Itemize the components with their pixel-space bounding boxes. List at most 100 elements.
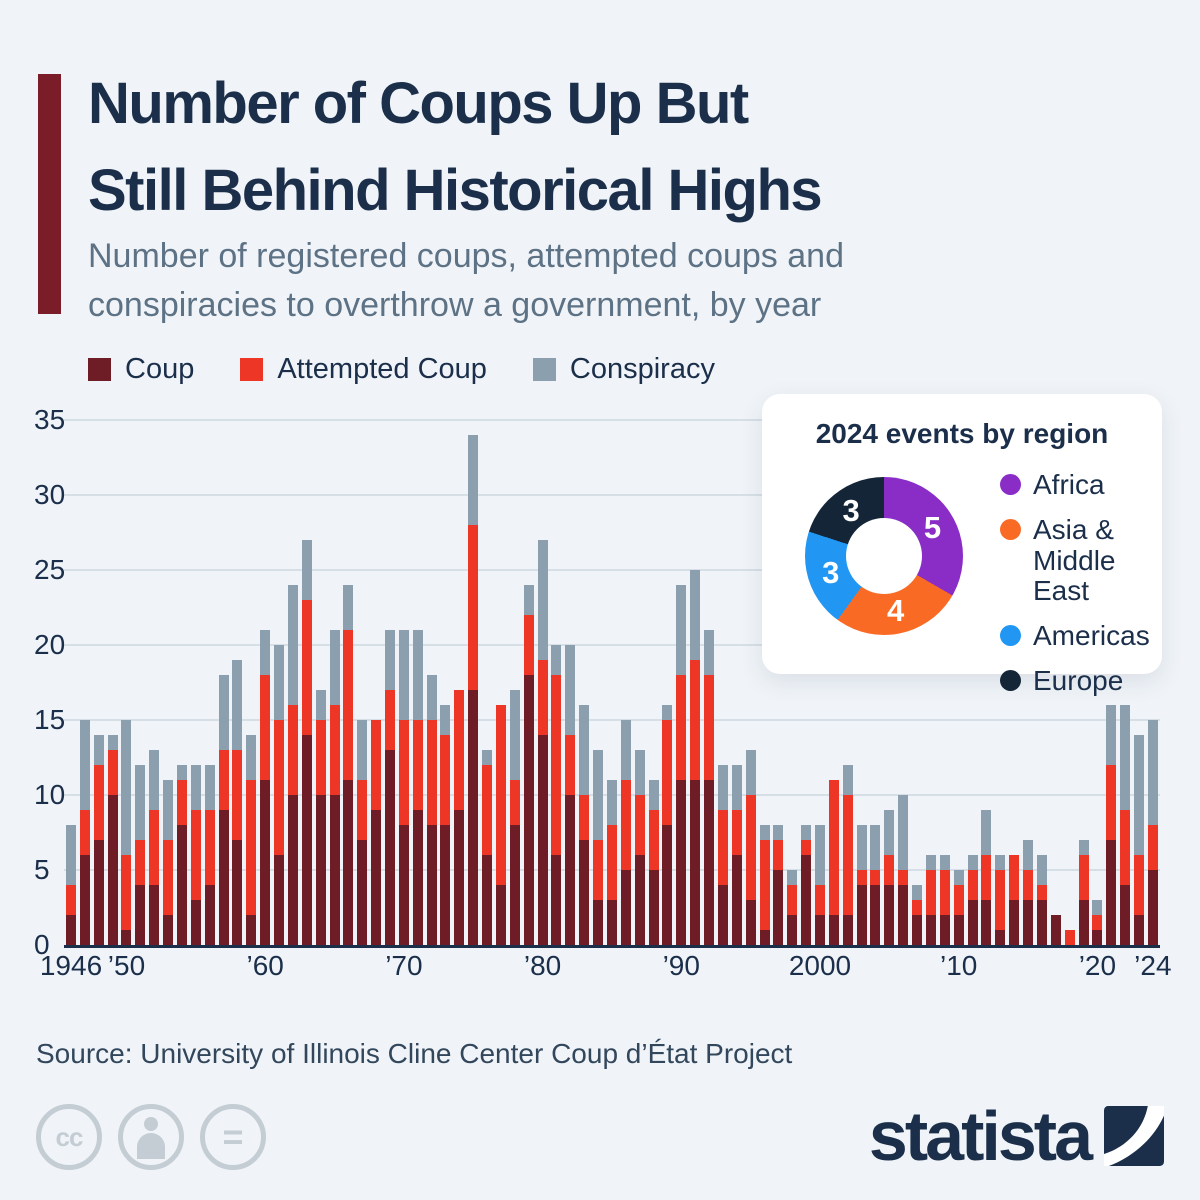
bar-1990 bbox=[676, 420, 687, 945]
bar-1988 bbox=[648, 420, 659, 945]
segment-attempted-coup bbox=[606, 825, 617, 900]
segment-conspiracy bbox=[509, 690, 520, 780]
legend-item-conspiracy: Conspiracy bbox=[532, 353, 715, 386]
segment-coup bbox=[898, 885, 909, 945]
segment-coup bbox=[856, 885, 867, 945]
segment-attempted-coup bbox=[79, 810, 90, 855]
segment-conspiracy bbox=[717, 765, 728, 810]
segment-coup bbox=[163, 915, 174, 945]
segment-coup bbox=[426, 825, 437, 945]
x-axis-label-1980: ’80 bbox=[523, 950, 562, 981]
segment-conspiracy bbox=[898, 795, 909, 870]
bar-1979 bbox=[523, 420, 534, 945]
segment-coup bbox=[218, 810, 229, 945]
segment-attempted-coup bbox=[995, 870, 1006, 930]
segment-attempted-coup bbox=[163, 840, 174, 915]
segment-coup bbox=[135, 885, 146, 945]
segment-conspiracy bbox=[329, 630, 340, 705]
segment-attempted-coup bbox=[121, 855, 132, 930]
segment-coup bbox=[676, 780, 687, 945]
bar-1999 bbox=[801, 420, 812, 945]
bar-2002 bbox=[842, 420, 853, 945]
segment-conspiracy bbox=[1120, 705, 1131, 810]
y-axis-label-10: 10 bbox=[34, 779, 66, 810]
segment-attempted-coup bbox=[551, 675, 562, 855]
bar-2009 bbox=[939, 420, 950, 945]
donut-legend-label: Americas bbox=[1033, 620, 1150, 652]
bar-2020 bbox=[1092, 420, 1103, 945]
segment-attempted-coup bbox=[912, 900, 923, 915]
segment-conspiracy bbox=[912, 885, 923, 900]
segment-coup bbox=[204, 885, 215, 945]
segment-conspiracy bbox=[357, 720, 368, 780]
segment-coup bbox=[260, 780, 271, 945]
segment-coup bbox=[495, 885, 506, 945]
segment-coup bbox=[1023, 900, 1034, 945]
segment-coup bbox=[329, 795, 340, 945]
y-axis-label-30: 30 bbox=[34, 479, 66, 510]
segment-attempted-coup bbox=[246, 780, 257, 915]
donut-value-europe: 3 bbox=[842, 492, 860, 528]
donut-value-africa: 5 bbox=[923, 510, 942, 545]
creative-commons-icons: cc = bbox=[36, 1104, 266, 1170]
segment-conspiracy bbox=[842, 765, 853, 795]
segment-conspiracy bbox=[412, 630, 423, 720]
legend-label: Coup bbox=[125, 353, 195, 385]
bar-2005 bbox=[884, 420, 895, 945]
segment-attempted-coup bbox=[787, 885, 798, 915]
segment-conspiracy bbox=[759, 825, 770, 840]
donut-legend-label: Asia & Middle East bbox=[1033, 513, 1116, 607]
segment-conspiracy bbox=[662, 705, 673, 720]
segment-conspiracy bbox=[176, 765, 187, 780]
x-axis-label-1946: 1946 bbox=[39, 950, 103, 981]
segment-conspiracy bbox=[773, 825, 784, 840]
bar-2006 bbox=[898, 420, 909, 945]
segment-coup bbox=[995, 930, 1006, 945]
segment-attempted-coup bbox=[232, 750, 243, 840]
segment-conspiracy bbox=[218, 675, 229, 750]
bar-1994 bbox=[731, 420, 742, 945]
x-axis-label-1990: ’90 bbox=[662, 950, 700, 981]
segment-attempted-coup bbox=[495, 705, 506, 885]
segment-coup bbox=[606, 900, 617, 945]
bar-1997 bbox=[773, 420, 784, 945]
segment-attempted-coup bbox=[329, 705, 340, 795]
gridline-15 bbox=[64, 719, 1160, 721]
segment-coup bbox=[398, 825, 409, 945]
segment-attempted-coup bbox=[870, 870, 881, 885]
x-axis-line bbox=[64, 945, 1160, 948]
segment-coup bbox=[287, 795, 298, 945]
segment-conspiracy bbox=[676, 585, 687, 675]
segment-conspiracy bbox=[163, 780, 174, 840]
segment-conspiracy bbox=[468, 435, 479, 525]
segment-attempted-coup bbox=[620, 780, 631, 870]
segment-attempted-coup bbox=[107, 750, 118, 795]
bar-2016 bbox=[1036, 420, 1047, 945]
bar-1977 bbox=[495, 420, 506, 945]
segment-attempted-coup bbox=[412, 720, 423, 810]
bar-1963 bbox=[301, 420, 312, 945]
gridline-30 bbox=[64, 494, 1160, 496]
legend-item-attempted-coup: Attempted Coup bbox=[240, 353, 487, 386]
bar-1981 bbox=[551, 420, 562, 945]
segment-attempted-coup bbox=[842, 795, 853, 915]
segment-conspiracy bbox=[149, 750, 160, 810]
segment-coup bbox=[745, 900, 756, 945]
gridline-35 bbox=[64, 419, 1160, 421]
bar-2018 bbox=[1064, 420, 1075, 945]
legend-swatch bbox=[240, 358, 264, 381]
bar-1998 bbox=[787, 420, 798, 945]
segment-attempted-coup bbox=[759, 840, 770, 930]
segment-conspiracy bbox=[814, 825, 825, 885]
bar-1965 bbox=[329, 420, 340, 945]
segment-coup bbox=[967, 900, 978, 945]
y-axis-label-20: 20 bbox=[34, 629, 66, 660]
segment-conspiracy bbox=[398, 630, 409, 720]
segment-attempted-coup bbox=[149, 810, 160, 885]
segment-conspiracy bbox=[287, 585, 298, 705]
bar-2000 bbox=[814, 420, 825, 945]
segment-coup bbox=[1147, 870, 1158, 945]
segment-coup bbox=[884, 885, 895, 945]
segment-conspiracy bbox=[315, 690, 326, 720]
segment-attempted-coup bbox=[676, 675, 687, 780]
